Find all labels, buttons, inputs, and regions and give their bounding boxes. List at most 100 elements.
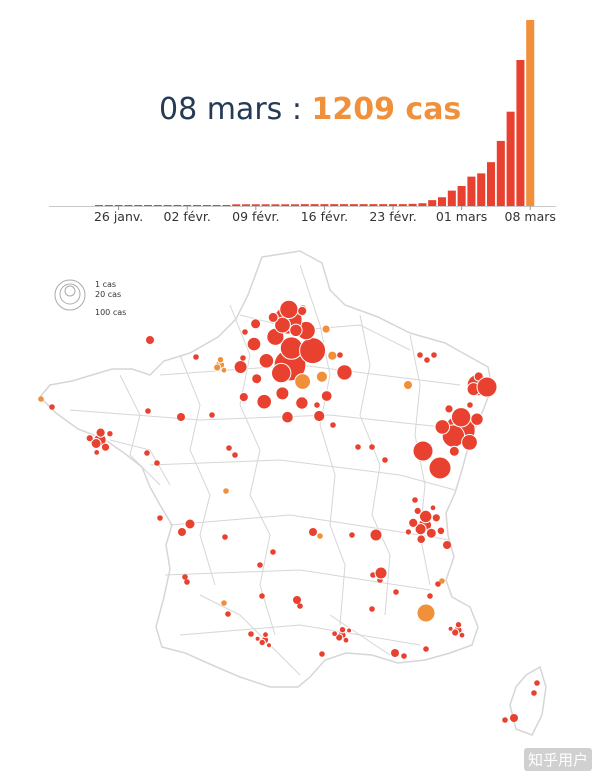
legend-label: 1 cas — [95, 280, 116, 289]
bar-10 févr. — [261, 204, 270, 206]
case-dot — [427, 593, 433, 599]
bar-08 mars — [526, 20, 535, 206]
case-bubble-haute-savoie — [425, 527, 437, 539]
case-bubble-marseille — [338, 626, 347, 634]
case-bubble-marseille — [335, 633, 344, 642]
department-border — [169, 514, 451, 541]
case-bubble-calvados — [213, 363, 222, 372]
legend-label: 100 cas — [95, 308, 126, 317]
case-dot — [435, 581, 441, 587]
bar-04 févr. — [202, 205, 211, 206]
case-bubble-morbihan — [85, 434, 94, 443]
case-dot — [225, 611, 231, 617]
case-bubble-ile-de-france — [294, 373, 312, 390]
case-dot — [223, 488, 229, 494]
case-dot — [293, 596, 301, 604]
bar-07 mars — [516, 60, 525, 206]
epidemic-bar-chart: 26 janv. 02 févr. 09 févr. 16 févr. 23 févr.… — [49, 20, 556, 224]
case-bubble-ile-de-france — [256, 393, 273, 410]
x-tick-label: 02 févr. — [164, 209, 211, 224]
case-bubble — [416, 603, 436, 623]
case-bubble-ile-de-france — [251, 373, 263, 385]
bar-26 févr. — [418, 203, 427, 206]
x-tick-label: 01 mars — [436, 209, 487, 224]
case-bubble-haute-savoie — [431, 513, 441, 523]
case-dot — [355, 444, 361, 450]
bar-14 févr. — [300, 204, 309, 206]
case-bubble-calvados — [220, 366, 228, 374]
bar-02 févr. — [183, 205, 192, 206]
case-bubble-ile-de-france — [336, 364, 353, 381]
case-dot — [182, 574, 188, 580]
bar-12 févr. — [281, 204, 290, 206]
bar-01 févr. — [173, 205, 182, 206]
case-dot — [232, 452, 238, 458]
case-bubble-montpellier — [258, 638, 266, 647]
case-dot — [431, 352, 437, 358]
case-dot — [369, 444, 375, 450]
bar-05 févr. — [212, 205, 221, 206]
case-dot — [222, 534, 228, 540]
case-dot — [248, 631, 254, 637]
case-bubble-marseille — [331, 630, 339, 638]
department-border — [329, 614, 391, 656]
case-dot — [423, 646, 429, 652]
bar-19 févr. — [349, 204, 358, 206]
case-dot — [221, 600, 227, 606]
bar-13 févr. — [291, 204, 300, 206]
case-dot — [439, 578, 445, 584]
case-dot — [178, 528, 186, 536]
legend-circle — [54, 279, 86, 311]
case-dot — [309, 528, 317, 536]
case-dot — [417, 352, 423, 358]
bar-20 févr. — [359, 204, 368, 206]
case-dot — [370, 572, 376, 578]
case-dot — [177, 413, 185, 421]
case-dot — [369, 606, 375, 612]
case-dot — [382, 457, 388, 463]
case-bubble — [184, 518, 196, 530]
case-dot — [317, 533, 323, 539]
case-bubble-montpellier — [254, 635, 261, 642]
bar-28 févr. — [438, 197, 447, 206]
bar-27 févr. — [428, 200, 437, 206]
department-border — [119, 374, 161, 486]
corsica-outline — [509, 665, 547, 736]
bar-11 févr. — [271, 204, 280, 206]
bar-06 févr. — [222, 205, 231, 206]
case-dot — [319, 651, 325, 657]
department-border — [199, 594, 301, 676]
case-dot — [391, 649, 399, 657]
case-bubble-haute-savoie — [413, 506, 422, 515]
bar-03 mars — [477, 173, 486, 206]
case-bubble-calvados — [216, 356, 225, 364]
case-bubble-montpellier — [266, 642, 272, 649]
case-bubble-ile-de-france — [320, 390, 333, 402]
case-bubble-ile-de-france — [271, 362, 292, 384]
case-bubble-morbihan — [100, 442, 111, 452]
case-dot — [297, 603, 303, 609]
bar-29 févr. — [447, 190, 456, 206]
department-border — [149, 459, 456, 491]
case-bubble-ile-de-france — [327, 350, 338, 361]
bar-03 févr. — [193, 205, 202, 206]
case-dot — [184, 579, 190, 585]
case-bubble-haut-rhin — [470, 412, 484, 426]
case-bubble-nice — [458, 631, 466, 639]
bar-30 janv. — [153, 205, 162, 206]
case-bubble-ile-de-france — [275, 386, 290, 401]
case-dot — [144, 450, 150, 456]
case-dot — [443, 541, 451, 549]
case-dot — [146, 336, 154, 344]
legend-circle — [64, 285, 76, 297]
case-bubble-ile-de-france — [250, 318, 262, 330]
bar-24 févr. — [398, 204, 407, 206]
case-bubble-marseille — [346, 627, 353, 634]
case-bubble-montpellier — [262, 631, 269, 639]
case-dot — [157, 515, 163, 521]
bar-04 mars — [487, 162, 496, 206]
x-tick-label: 09 févr. — [232, 209, 279, 224]
case-dot — [534, 680, 540, 686]
case-bubble-morbihan — [106, 430, 114, 438]
case-dot — [270, 549, 276, 555]
